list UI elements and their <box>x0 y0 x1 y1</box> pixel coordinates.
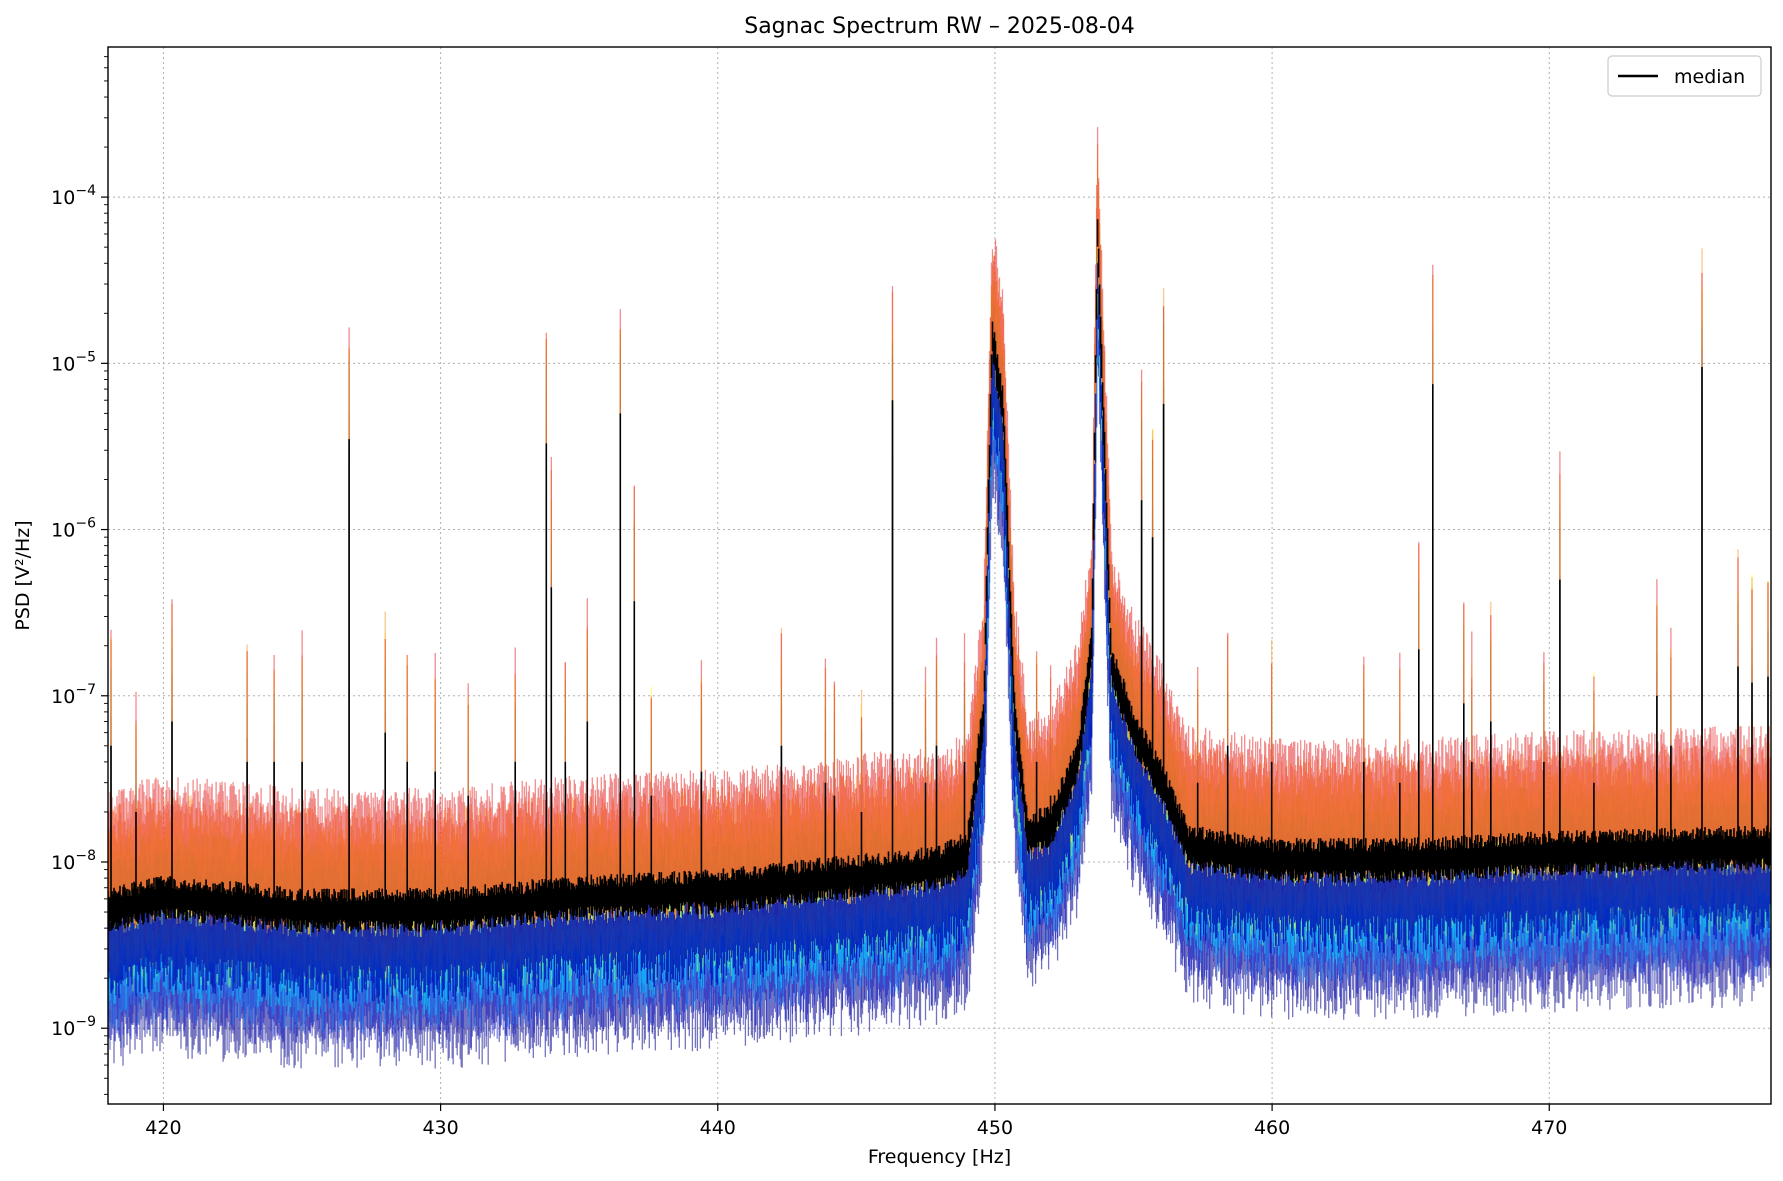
y-axis-label: PSD [V²/Hz] <box>12 520 34 630</box>
plot-area <box>108 127 1771 1069</box>
ensemble-lower-band <box>108 263 1771 1004</box>
median-series-line <box>108 219 1771 933</box>
legend-median-label: median <box>1674 66 1745 88</box>
y-tick-label: 10−9 <box>51 1014 96 1040</box>
ensemble-trace <box>108 127 1771 943</box>
y-tick-label: 10−5 <box>51 349 96 375</box>
legend-box <box>1607 55 1762 97</box>
x-axis-ticks: 420 430 440 450 460 470 <box>145 1104 1567 1139</box>
y-tick-label: 10−8 <box>51 848 96 874</box>
x-tick-label: 440 <box>700 1117 736 1139</box>
legend: median <box>1607 55 1762 97</box>
x-tick-label: 430 <box>422 1117 458 1139</box>
x-axis-label: Frequency [Hz] <box>868 1146 1011 1168</box>
axes-frame <box>107 46 1772 1105</box>
chart-title: Sagnac Spectrum RW – 2025-08-04 <box>744 14 1135 39</box>
y-tick-label: 10−6 <box>51 516 96 542</box>
x-tick-label: 470 <box>1531 1117 1567 1139</box>
x-tick-label: 460 <box>1254 1117 1290 1139</box>
x-tick-label: 450 <box>977 1117 1013 1139</box>
x-tick-label: 420 <box>145 1117 181 1139</box>
y-axis-ticks: 10−9 10−8 10−7 10−6 10−5 10−4 <box>51 56 108 1095</box>
y-tick-label: 10−7 <box>51 682 96 708</box>
y-tick-label: 10−4 <box>51 183 96 209</box>
